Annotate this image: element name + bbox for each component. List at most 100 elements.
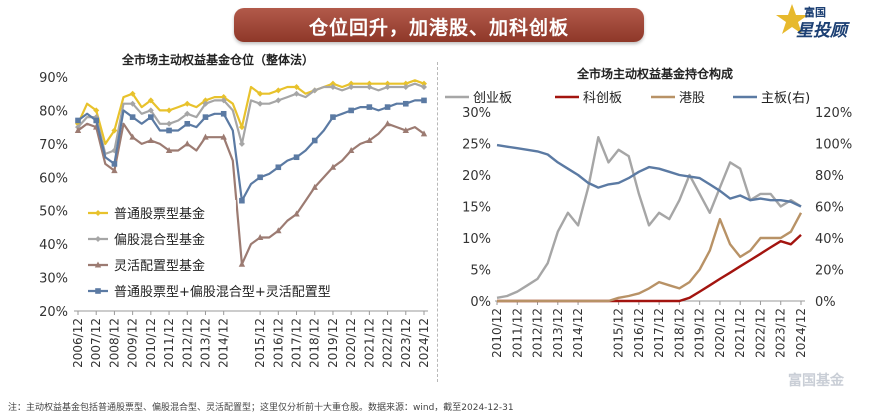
chart1-data-point — [148, 114, 154, 120]
chart2-xtick-label: 2015/12 — [612, 308, 626, 358]
chart1-data-point — [311, 137, 318, 144]
chart1-data-point — [166, 127, 172, 134]
chart1-data-point — [421, 97, 427, 104]
chart2-yleft-tick-label: 25% — [462, 138, 491, 153]
chart1-data-point — [293, 84, 300, 91]
chart1-legend-label: 灵活配置型基金 — [114, 258, 205, 274]
chart2-series-line — [496, 143, 802, 208]
chart1-data-point — [147, 97, 154, 104]
chart2-xtick-label: 2010/12 — [490, 308, 504, 358]
chart1-data-point — [366, 84, 373, 91]
chart1-data-point — [420, 130, 428, 137]
chart1-data-point — [384, 80, 391, 87]
chart2-legend-label: 港股 — [679, 91, 705, 106]
chart2-xtick-label: 2020/12 — [713, 308, 727, 358]
chart1-legend-label: 普通股票型+偏股混合型+灵活配置型 — [114, 285, 331, 300]
chart2-yleft-tick-label: 20% — [462, 169, 491, 184]
brand-top-text: 富国 — [804, 6, 826, 19]
chart2-xtick-label: 2022/12 — [753, 308, 767, 358]
chart1-data-point — [165, 147, 173, 154]
chart1-data-point — [184, 140, 191, 147]
chart1-data-point — [220, 133, 227, 140]
chart1-legend-marker — [95, 210, 101, 216]
chart1-legend-item: 普通股票型+偏股混合型+灵活配置型 — [86, 278, 414, 300]
chart1-data-point — [275, 227, 282, 234]
chart2-xtick-label: 2011/12 — [510, 308, 524, 358]
chart1-legend-bg — [86, 200, 236, 220]
chart1-data-point — [329, 163, 337, 170]
chart1-data-point — [257, 100, 264, 107]
chart2-legend-label: 创业板 — [473, 91, 512, 106]
chart1-data-point — [220, 97, 227, 104]
chart2-yright-tick-label: 20% — [815, 264, 844, 279]
chart1-data-point — [384, 104, 391, 110]
chart1-xtick-label: 2007/12 — [89, 318, 103, 368]
chart1-data-point — [402, 126, 409, 133]
chart2-series-line — [497, 212, 803, 303]
watermark-text: 富国基金 — [788, 373, 844, 389]
chart1-legend-marker — [95, 288, 101, 294]
chart1-xtick-label: 2019/12 — [326, 318, 340, 368]
chart1-data-point — [184, 121, 191, 127]
chart1-data-point — [421, 84, 427, 91]
chart1-data-point — [257, 174, 263, 181]
chart2-yright-tick-label: 0% — [815, 295, 836, 310]
chart1-xtick-label: 2020/12 — [344, 318, 358, 368]
chart1-data-point — [93, 107, 100, 114]
chart1-data-point — [220, 94, 227, 101]
chart2-yright-tick-label: 120% — [815, 106, 852, 121]
chart1-data-point — [421, 80, 427, 87]
chart1-data-point — [293, 90, 300, 97]
chart1-data-point — [348, 80, 355, 87]
chart1-data-point — [348, 107, 354, 114]
chart1-data-point — [329, 80, 336, 87]
chart1-data-point — [147, 137, 155, 144]
chart2-yleft-tick-label: 15% — [462, 201, 491, 216]
chart1-xtick-label: 2015/12 — [253, 318, 267, 368]
chart1-ytick-label: 40% — [39, 238, 68, 253]
chart1-ytick-label: 30% — [39, 272, 68, 287]
chart1-data-point — [238, 260, 246, 267]
chart1-legend-label: 普通股票型基金 — [114, 206, 205, 222]
chart2-yright-tick-label: 100% — [815, 138, 852, 153]
chart2-xtick-label: 2012/12 — [531, 308, 545, 358]
chart1-data-point — [329, 84, 336, 91]
chart2-legend: 创业板 科创板 港股 主板(右) — [445, 91, 810, 106]
chart1-data-point — [93, 117, 100, 124]
chart1-data-point — [111, 161, 118, 167]
chart2-xtick-label: 2016/12 — [632, 308, 646, 358]
chart1-data-point — [384, 120, 391, 127]
chart2-yleft-tick-label: 10% — [462, 232, 491, 247]
chart1-ytick-label: 70% — [39, 138, 68, 153]
chart1-data-point — [347, 147, 355, 154]
chart1-data-point — [147, 107, 154, 114]
chart1-data-point — [129, 90, 136, 97]
chart2-legend-item: 港股 — [651, 91, 705, 106]
chart1-legend-label: 偏股混合型基金 — [114, 232, 205, 248]
chart1-series-line — [77, 99, 424, 202]
chart2-legend-item: 创业板 — [445, 91, 512, 106]
chart1-data-point — [111, 167, 118, 174]
chart1-data-point — [256, 233, 264, 240]
chart1-data-point — [293, 154, 300, 161]
chart1-data-point — [202, 97, 209, 104]
chart1-data-point — [384, 84, 391, 91]
chart2-yleft-tick-label: 0% — [470, 295, 491, 310]
chart1-data-point — [311, 183, 318, 190]
chart1-data-point — [238, 140, 245, 147]
banner-title: 仓位回升，加港股、加科创板 — [308, 17, 569, 39]
chart1-data-point — [166, 120, 173, 127]
chart1-data-point — [348, 84, 355, 91]
chart2-yleft-tick-label: 30% — [462, 106, 491, 121]
chart1-legend-bg — [86, 252, 236, 272]
chart1-data-point — [366, 80, 373, 87]
chart2-legend-item: 科创板 — [555, 91, 622, 106]
chart1-data-point — [129, 133, 136, 140]
chart2-series-line — [496, 135, 802, 299]
chart1-xtick-label: 2009/12 — [126, 318, 140, 368]
chart2-xtick-label: 2014/12 — [571, 308, 585, 358]
chart1-data-point — [402, 84, 409, 91]
chart1-data-point — [366, 137, 373, 144]
position-chart: 全市场主动权益基金仓位（整体法） 20% 30% 40% 50% 60% 70% 80% 90%… — [39, 52, 431, 368]
